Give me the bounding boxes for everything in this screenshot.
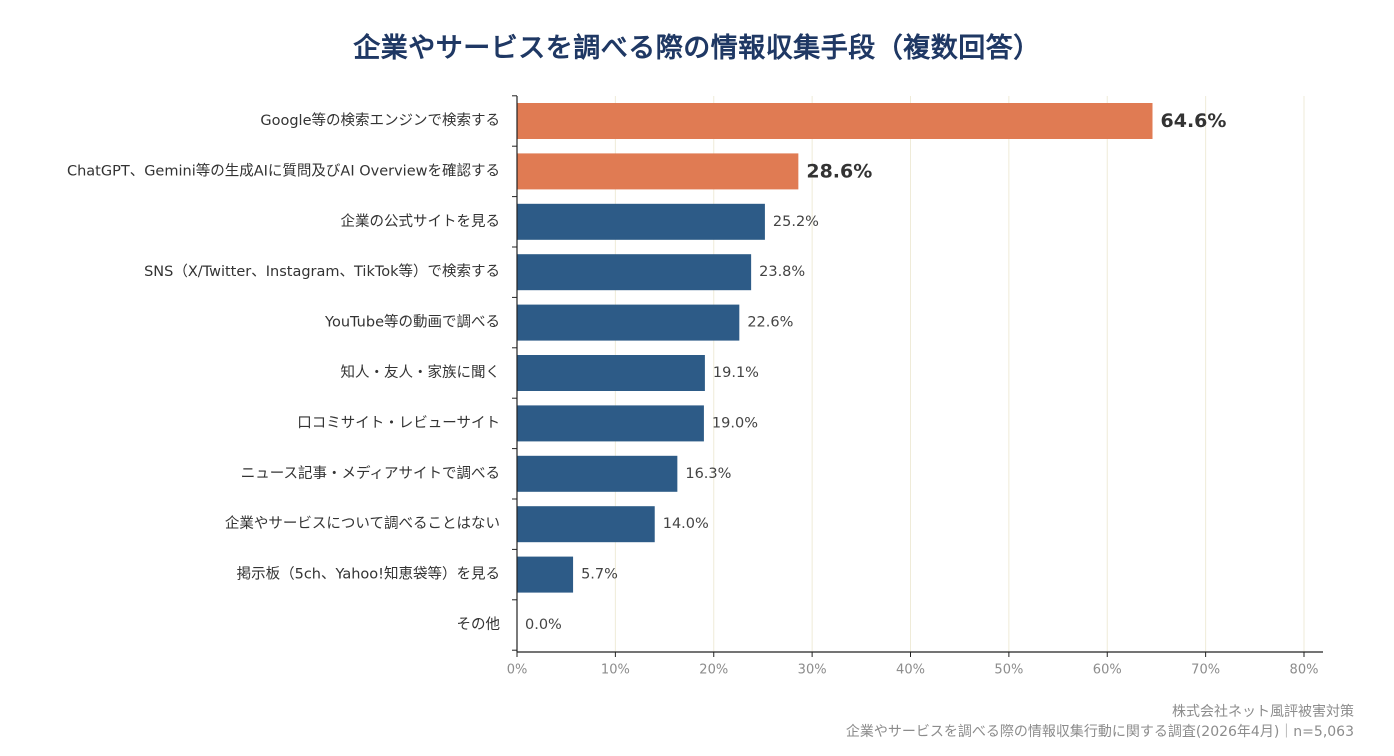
bar (517, 153, 799, 190)
value-label: 23.8% (759, 264, 805, 280)
value-label: 64.6% (1161, 110, 1227, 132)
x-tick-label: 40% (896, 663, 925, 678)
category-label: 口コミサイト・レビューサイト (297, 414, 500, 431)
value-label: 14.0% (663, 516, 709, 532)
x-tick-label: 50% (994, 663, 1023, 678)
value-label: 25.2% (773, 214, 819, 230)
category-label: 知人・友人・家族に聞く (341, 364, 501, 381)
bar (517, 355, 705, 391)
category-label: 掲示板（5ch、Yahoo!知恵袋等）を見る (237, 565, 500, 583)
category-label: SNS（X/Twitter、Instagram、TikTok等）で検索する (144, 262, 500, 280)
x-tick-label: 0% (507, 663, 528, 678)
bar (517, 203, 765, 240)
value-label: 19.0% (712, 415, 758, 431)
chart-title: 企業やサービスを調べる際の情報収集手段（複数回答） (353, 33, 1041, 64)
bar (517, 556, 574, 593)
category-label: Google等の検索エンジンで検索する (260, 111, 500, 129)
bar (517, 506, 655, 543)
category-label: ニュース記事・メディアサイトで調べる (241, 464, 500, 482)
category-label: その他 (457, 616, 501, 633)
x-tick-label: 30% (798, 663, 827, 678)
value-label: 0.0% (525, 617, 562, 633)
category-label: YouTube等の動画で調べる (324, 313, 500, 331)
value-label: 22.6% (747, 315, 793, 331)
category-label: ChatGPT、Gemini等の生成AIに質問及びAI Overviewを確認す… (67, 161, 500, 179)
x-tick-label: 60% (1093, 663, 1122, 678)
x-tick-label: 10% (601, 663, 630, 678)
bar (517, 405, 704, 442)
category-label: 企業の公式サイトを見る (341, 212, 501, 230)
bar (517, 254, 752, 291)
bar (517, 455, 678, 492)
source-company: 株式会社ネット風評被害対策 (1172, 704, 1354, 720)
x-tick-label: 20% (699, 663, 728, 678)
x-tick-label: 80% (1290, 663, 1319, 678)
bar (517, 304, 740, 341)
value-label: 5.7% (581, 567, 618, 583)
value-label: 16.3% (685, 466, 731, 482)
value-label: 19.1% (713, 365, 759, 381)
category-label: 企業やサービスについて調べることはない (225, 514, 500, 532)
value-label: 28.6% (806, 160, 872, 182)
source-survey: 企業やサービスを調べる際の情報収集行動に関する調査(2026年4月)｜n=5,0… (845, 724, 1354, 740)
bar (517, 103, 1153, 139)
x-tick-label: 70% (1191, 663, 1220, 678)
